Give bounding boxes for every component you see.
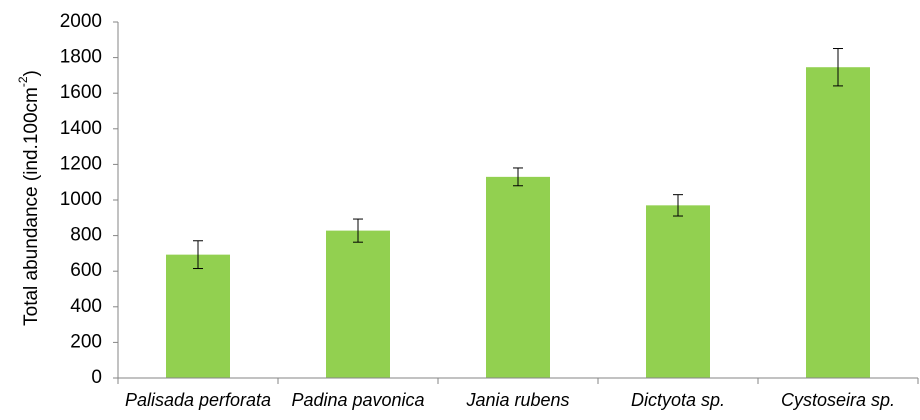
y-tick-label: 1200 [60,153,102,174]
x-category-label: Palisada perforata [125,390,271,410]
y-tick-label: 800 [70,225,102,246]
y-axis-title-superscript: -2 [16,76,30,87]
bar [326,230,390,378]
y-tick-label: 1400 [60,118,102,139]
y-axis-title-text: Total abundance (ind.100cm [21,87,42,326]
y-axis-title-close: ) [21,70,42,76]
bar [486,176,550,378]
y-tick-label: 200 [70,331,102,352]
x-category-label: Cystoseira sp. [781,390,895,410]
bar [806,67,870,378]
y-tick-label: 1600 [60,82,102,103]
bar [646,205,710,378]
x-category-label: Padina pavonica [291,390,424,410]
y-tick-label: 400 [70,296,102,317]
y-tick-label: 600 [70,260,102,281]
y-tick-label: 0 [91,367,102,388]
bar [166,254,230,378]
y-tick-label: 2000 [60,11,102,32]
x-category-label: Jania rubens [465,390,569,410]
svg-text:Total abundance (ind.100cm-2): Total abundance (ind.100cm-2) [16,70,42,326]
x-category-label: Dictyota sp. [631,390,725,410]
y-axis-title: Total abundance (ind.100cm-2) [16,70,42,326]
y-tick-label: 1000 [60,189,102,210]
y-tick-label: 1800 [60,47,102,68]
